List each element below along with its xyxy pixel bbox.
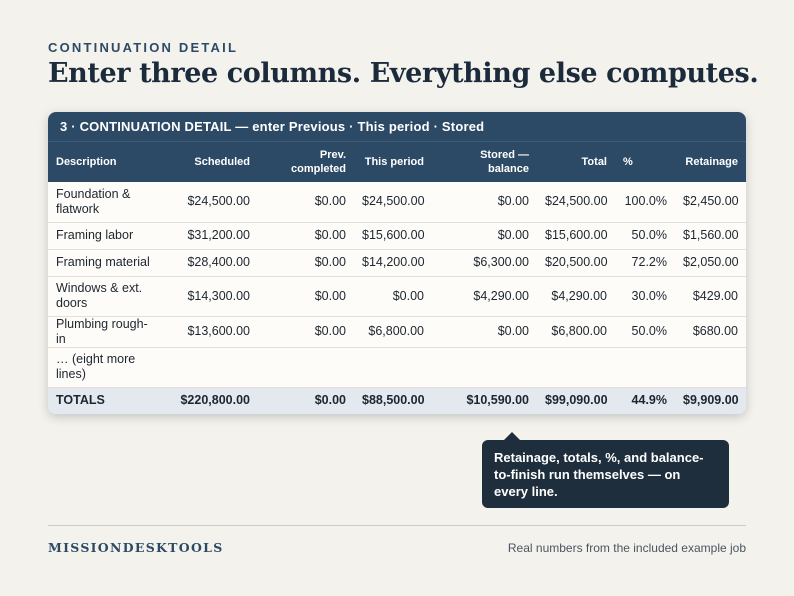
- col-header-percent: %: [623, 156, 633, 168]
- row-this-period[interactable]: $15,600.00: [354, 222, 432, 250]
- totals-stored: $10,590.00: [466, 393, 529, 408]
- table-row: Foundation & flatwork $24,500.00 $0.00 $…: [48, 182, 746, 223]
- totals-percent: 44.9%: [631, 393, 667, 408]
- row-description: Foundation & flatwork: [48, 182, 160, 223]
- row-scheduled: $24,500.00: [160, 182, 258, 223]
- col-header-this-period: This period: [364, 156, 424, 168]
- callout-pointer: [504, 432, 520, 440]
- totals-scheduled: $220,800.00: [180, 393, 250, 408]
- footer-divider: [48, 525, 746, 526]
- totals-this-period: $88,500.00: [362, 393, 425, 408]
- row-description: … (eight more lines): [48, 347, 160, 388]
- page-title: Enter three columns. Everything else com…: [48, 58, 759, 89]
- row-total: $20,500.00: [537, 249, 615, 277]
- row-percent: 100.0%: [615, 182, 675, 223]
- brand-logo: MISSIONDESKTOOLS: [48, 540, 224, 555]
- row-percent: 72.2%: [615, 249, 675, 277]
- row-prev-completed[interactable]: $0.00: [258, 316, 354, 348]
- row-stored[interactable]: $0.00: [432, 182, 537, 223]
- row-prev-completed[interactable]: $0.00: [258, 249, 354, 277]
- row-total: [537, 347, 615, 388]
- row-total: $4,290.00: [537, 276, 615, 317]
- footer-note: Real numbers from the included example j…: [507, 541, 746, 555]
- row-description: Framing material: [48, 249, 160, 277]
- table-row: Framing labor $31,200.00 $0.00 $15,600.0…: [48, 222, 746, 250]
- row-retainage: $680.00: [675, 316, 746, 348]
- row-this-period[interactable]: $24,500.00: [354, 182, 432, 223]
- row-stored[interactable]: $6,300.00: [432, 249, 537, 277]
- totals-row: TOTALS $220,800.00 $0.00 $88,500.00 $10,…: [48, 387, 746, 414]
- row-this-period[interactable]: $0.00: [354, 276, 432, 317]
- row-this-period: [354, 347, 432, 388]
- row-this-period[interactable]: $14,200.00: [354, 249, 432, 277]
- row-scheduled: $31,200.00: [160, 222, 258, 250]
- row-percent: 30.0%: [615, 276, 675, 317]
- col-header-total: Total: [581, 156, 607, 168]
- callout-tooltip: Retainage, totals, %, and balance-to-fin…: [482, 440, 729, 508]
- row-scheduled: $28,400.00: [160, 249, 258, 277]
- table-row: Framing material $28,400.00 $0.00 $14,20…: [48, 249, 746, 277]
- row-retainage: [675, 347, 746, 388]
- row-percent: 50.0%: [615, 316, 675, 348]
- table-header-row: Description Scheduled Prev. completed Th…: [48, 142, 746, 182]
- row-scheduled: $14,300.00: [160, 276, 258, 317]
- col-header-stored-balance: Stored — balance: [480, 149, 529, 175]
- totals-retainage: $9,909.00: [683, 393, 739, 408]
- row-scheduled: $13,600.00: [160, 316, 258, 348]
- totals-prev-completed: $0.00: [314, 393, 346, 408]
- row-stored[interactable]: $4,290.00: [432, 276, 537, 317]
- row-total: $24,500.00: [537, 182, 615, 223]
- table-row: Plumbing rough-in $13,600.00 $0.00 $6,80…: [48, 316, 746, 348]
- col-header-retainage: Retainage: [685, 156, 738, 168]
- row-retainage: $1,560.00: [675, 222, 746, 250]
- totals-total: $99,090.00: [545, 393, 608, 408]
- table-row: Windows & ext. doors $14,300.00 $0.00 $0…: [48, 276, 746, 317]
- row-prev-completed[interactable]: $0.00: [258, 222, 354, 250]
- row-scheduled: [160, 347, 258, 388]
- table-row-more: … (eight more lines): [48, 347, 746, 388]
- row-percent: 50.0%: [615, 222, 675, 250]
- row-retainage: $2,450.00: [675, 182, 746, 223]
- row-retainage: $2,050.00: [675, 249, 746, 277]
- row-total: $6,800.00: [537, 316, 615, 348]
- col-header-scheduled: Scheduled: [194, 156, 250, 168]
- row-prev-completed[interactable]: $0.00: [258, 182, 354, 223]
- row-stored[interactable]: $0.00: [432, 316, 537, 348]
- col-header-prev-completed: Prev. completed: [290, 149, 346, 175]
- row-percent: [615, 347, 675, 388]
- row-description: Windows & ext. doors: [48, 276, 160, 317]
- col-header-description: Description: [56, 156, 117, 168]
- totals-label: TOTALS: [56, 393, 105, 408]
- row-total: $15,600.00: [537, 222, 615, 250]
- row-retainage: $429.00: [675, 276, 746, 317]
- eyebrow-label: CONTINUATION DETAIL: [48, 40, 239, 55]
- row-stored[interactable]: $0.00: [432, 222, 537, 250]
- row-this-period[interactable]: $6,800.00: [354, 316, 432, 348]
- row-description: Plumbing rough-in: [48, 316, 160, 348]
- card-title: 3 · CONTINUATION DETAIL — enter Previous…: [48, 112, 746, 142]
- row-stored: [432, 347, 537, 388]
- continuation-table: Description Scheduled Prev. completed Th…: [48, 142, 746, 414]
- row-description: Framing labor: [48, 222, 160, 250]
- row-prev-completed[interactable]: $0.00: [258, 276, 354, 317]
- row-prev-completed: [258, 347, 354, 388]
- continuation-detail-card: 3 · CONTINUATION DETAIL — enter Previous…: [48, 112, 746, 414]
